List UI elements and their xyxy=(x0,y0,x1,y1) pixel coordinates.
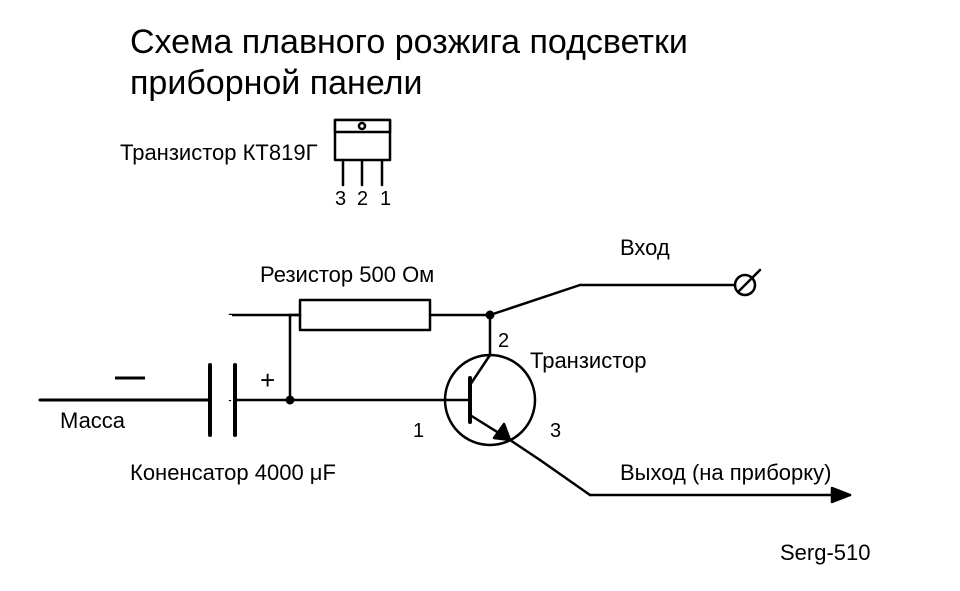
output-arrow-icon xyxy=(832,488,850,502)
schematic-canvas: Схема плавного розжига подсветки приборн… xyxy=(0,0,960,591)
schematic-svg xyxy=(0,0,960,591)
resistor-icon xyxy=(300,300,430,330)
